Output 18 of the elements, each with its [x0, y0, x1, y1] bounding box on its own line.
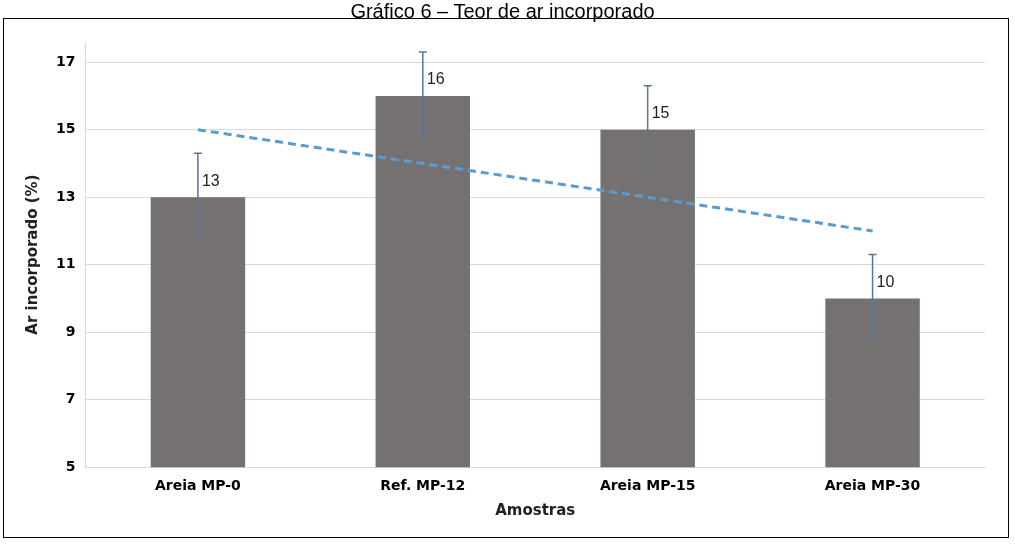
y-tick-label: 15 — [56, 120, 76, 137]
x-axis-title: Amostras — [495, 500, 576, 519]
y-tick-label: 9 — [65, 322, 76, 339]
y-tick-label: 7 — [65, 390, 76, 407]
x-tick-label: Areia MP-15 — [599, 477, 696, 494]
chart-title: Gráfico 6 – Teor de ar incorporado — [350, 0, 655, 22]
y-tick-label: 17 — [56, 52, 76, 69]
x-tick-label: Ref. MP-12 — [380, 477, 466, 494]
x-tick-label: Areia MP-0 — [154, 477, 242, 494]
data-label: 10 — [876, 272, 895, 290]
y-tick-label: 5 — [65, 457, 76, 474]
data-label: 13 — [201, 171, 220, 189]
x-tick-label: Areia MP-30 — [824, 477, 921, 494]
y-axis-title: Ar incorporado (%) — [22, 174, 41, 335]
data-label: 16 — [426, 70, 445, 88]
data-label: 15 — [651, 104, 670, 122]
y-tick-label: 13 — [56, 187, 76, 204]
y-tick-label: 11 — [56, 255, 76, 272]
